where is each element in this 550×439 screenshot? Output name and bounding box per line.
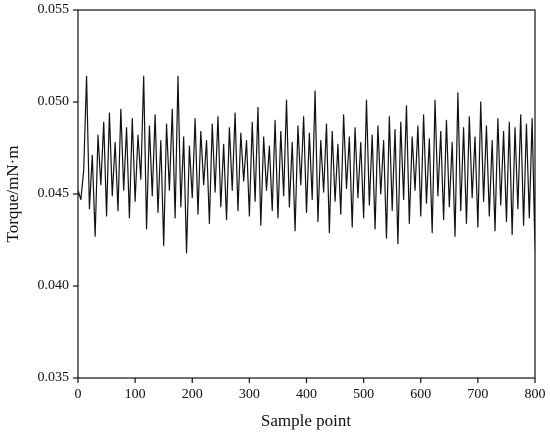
x-tick-label: 100 xyxy=(125,387,146,402)
y-tick-label: 0.050 xyxy=(38,94,70,109)
y-tick-label: 0.040 xyxy=(38,278,70,293)
y-axis-title: Torque/mN·m xyxy=(3,145,22,242)
x-tick-label: 500 xyxy=(353,387,374,402)
x-tick-label: 400 xyxy=(296,387,317,402)
data-line xyxy=(77,75,536,254)
x-tick-label: 800 xyxy=(525,387,546,402)
x-axis-title: Sample point xyxy=(261,411,351,430)
y-tick-label: 0.055 xyxy=(38,2,70,17)
x-tick-label: 700 xyxy=(467,387,488,402)
x-tick-label: 0 xyxy=(75,387,82,402)
x-tick-label: 300 xyxy=(239,387,260,402)
y-tick-label: 0.035 xyxy=(38,370,70,385)
y-tick-label: 0.045 xyxy=(38,186,70,201)
x-tick-label: 200 xyxy=(182,387,203,402)
x-tick-label: 600 xyxy=(410,387,431,402)
